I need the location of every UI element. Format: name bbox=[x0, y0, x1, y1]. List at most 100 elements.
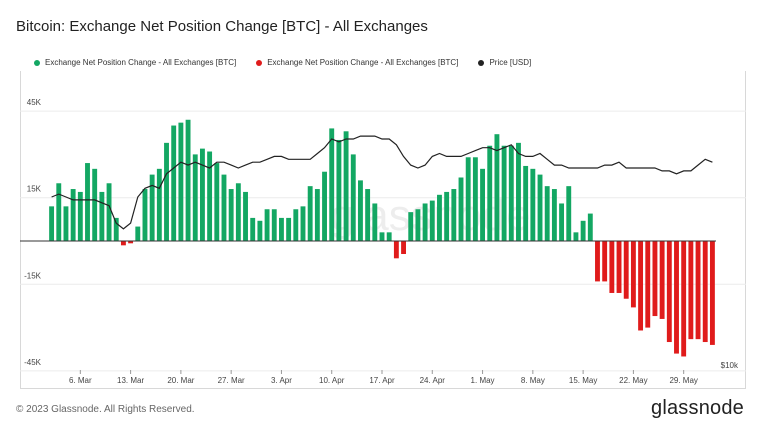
legend-label-negative: Exchange Net Position Change - All Excha… bbox=[267, 58, 459, 67]
bar bbox=[142, 189, 148, 241]
bar bbox=[666, 241, 672, 343]
x-tick-label: 17. Apr bbox=[369, 376, 395, 385]
bar bbox=[365, 189, 371, 241]
bar bbox=[659, 241, 665, 319]
bar bbox=[638, 241, 644, 331]
bar bbox=[264, 209, 270, 241]
bar bbox=[322, 171, 327, 241]
bar bbox=[70, 189, 76, 241]
bar bbox=[709, 241, 715, 345]
bar bbox=[580, 220, 586, 241]
x-tick-label: 20. Mar bbox=[167, 376, 194, 385]
bar bbox=[415, 209, 421, 241]
bar bbox=[551, 189, 557, 241]
x-tick-label: 24. Apr bbox=[420, 376, 446, 385]
bar bbox=[343, 131, 349, 241]
bar bbox=[458, 177, 464, 241]
bar bbox=[92, 168, 98, 241]
bar bbox=[508, 145, 514, 241]
legend-label-positive: Exchange Net Position Change - All Excha… bbox=[45, 58, 237, 67]
bar bbox=[537, 174, 543, 241]
x-tick-label: 27. Mar bbox=[218, 376, 245, 385]
copyright-text: © 2023 Glassnode. All Rights Reserved. bbox=[16, 404, 195, 415]
chart-title: Bitcoin: Exchange Net Position Change [B… bbox=[16, 18, 428, 35]
bar bbox=[652, 241, 658, 317]
x-tick-label: 29. May bbox=[669, 376, 697, 385]
bar bbox=[49, 206, 55, 241]
legend-item-positive[interactable]: Exchange Net Position Change - All Excha… bbox=[34, 58, 236, 67]
bar bbox=[645, 241, 651, 328]
bar bbox=[250, 217, 256, 241]
bar bbox=[566, 186, 572, 241]
bar bbox=[386, 232, 392, 241]
x-tick-label: 22. May bbox=[619, 376, 647, 385]
bar bbox=[437, 194, 442, 241]
y-tick-label: 15K bbox=[27, 185, 42, 194]
bar bbox=[444, 191, 450, 241]
bar bbox=[530, 168, 536, 241]
bar bbox=[494, 134, 500, 241]
bar bbox=[329, 128, 335, 241]
bar bbox=[602, 241, 608, 282]
price-series-line bbox=[51, 135, 713, 230]
bar bbox=[185, 119, 191, 241]
glassnode-logo[interactable]: glassnode bbox=[651, 397, 744, 419]
bar bbox=[472, 157, 478, 241]
bar bbox=[372, 203, 378, 241]
bars bbox=[49, 119, 715, 357]
bar bbox=[56, 183, 62, 241]
x-axis: 6. Mar 13. Mar 20. Mar 27. Mar 3. Apr 10. Apr… bbox=[69, 370, 698, 385]
y-tick-label: 45K bbox=[27, 98, 42, 107]
y-tick-label: -45K bbox=[24, 358, 42, 367]
bar bbox=[688, 241, 694, 340]
bar bbox=[501, 145, 507, 241]
bar bbox=[544, 186, 550, 241]
bar bbox=[106, 183, 112, 241]
bar bbox=[135, 226, 141, 241]
bar bbox=[171, 125, 177, 241]
bar bbox=[235, 183, 241, 241]
bar bbox=[702, 241, 708, 343]
bar bbox=[523, 165, 529, 241]
legend-item-price[interactable]: Price [USD] bbox=[478, 58, 531, 67]
bar bbox=[336, 139, 342, 241]
bar bbox=[674, 241, 679, 354]
legend-item-negative[interactable]: Exchange Net Position Change - All Excha… bbox=[256, 58, 458, 67]
legend: Exchange Net Position Change - All Excha… bbox=[34, 58, 531, 67]
legend-dot-black-icon bbox=[478, 59, 485, 66]
x-tick-label: 13. Mar bbox=[117, 376, 144, 385]
bar bbox=[595, 241, 600, 282]
bar bbox=[559, 203, 565, 241]
bar bbox=[401, 241, 406, 254]
x-tick-label: 15. May bbox=[569, 376, 597, 385]
bar bbox=[516, 142, 521, 241]
bar bbox=[99, 191, 105, 241]
bar bbox=[451, 189, 457, 241]
bar bbox=[487, 145, 493, 241]
bar bbox=[199, 148, 205, 241]
bar bbox=[63, 206, 69, 241]
bar bbox=[156, 168, 162, 241]
legend-dot-red-icon bbox=[256, 59, 263, 66]
bar bbox=[616, 241, 622, 293]
bar bbox=[128, 241, 134, 244]
bar bbox=[393, 241, 399, 259]
bar bbox=[207, 151, 213, 241]
bar bbox=[350, 154, 356, 241]
bar bbox=[422, 203, 428, 241]
bar bbox=[85, 163, 90, 241]
bar bbox=[300, 206, 306, 241]
bar bbox=[149, 174, 155, 241]
x-tick-label: 8. May bbox=[521, 376, 545, 385]
bar bbox=[609, 241, 615, 293]
price-line bbox=[51, 135, 713, 230]
bar bbox=[271, 209, 277, 241]
bar bbox=[630, 241, 636, 308]
bar bbox=[214, 163, 220, 241]
bar bbox=[465, 157, 471, 241]
bar bbox=[573, 232, 579, 241]
x-tick-label: 1. May bbox=[471, 376, 495, 385]
bar bbox=[257, 220, 263, 241]
bar bbox=[164, 142, 169, 241]
bar bbox=[314, 189, 320, 241]
